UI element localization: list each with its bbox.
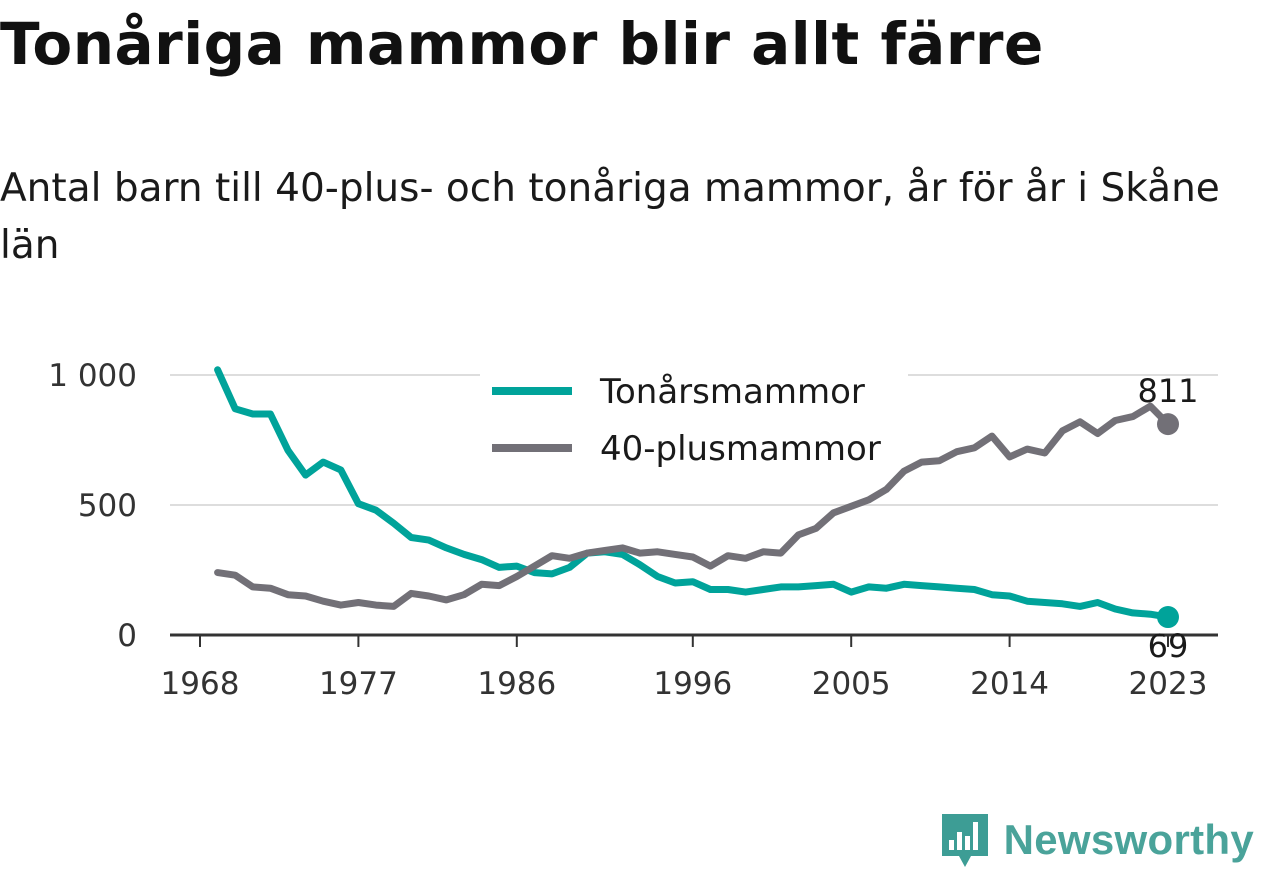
y-tick-label: 1 000 bbox=[48, 358, 137, 394]
end-label-2: 811 bbox=[1137, 372, 1198, 410]
legend: Tonårsmammor 40-plusmammor bbox=[492, 372, 881, 469]
x-tick-label: 1996 bbox=[653, 666, 732, 702]
legend-label-1: Tonårsmammor bbox=[599, 372, 865, 412]
series-lines bbox=[214, 366, 1172, 621]
x-tick-label: 2005 bbox=[812, 666, 891, 702]
chart-title: Tonåriga mammor blir allt färre bbox=[0, 10, 1044, 78]
x-axis: 1968 1977 1986 1996 2005 2014 2023 bbox=[161, 633, 1218, 702]
series-line-2 bbox=[214, 402, 1172, 610]
legend-label-2: 40-plusmammor bbox=[600, 429, 881, 469]
brand-name: Newsworthy bbox=[1003, 816, 1254, 863]
y-tick-label: 500 bbox=[78, 488, 137, 524]
end-point-2 bbox=[1157, 413, 1179, 436]
end-points: 69 811 bbox=[1137, 372, 1198, 665]
end-label-1: 69 bbox=[1148, 627, 1189, 665]
x-tick-label: 1977 bbox=[319, 666, 398, 702]
x-tick-label: 1968 bbox=[161, 666, 240, 702]
brand-logo: Newsworthy bbox=[940, 809, 1254, 871]
chart-subtitle: Antal barn till 40-plus- och tonåriga ma… bbox=[0, 166, 1220, 268]
x-tick-label: 2023 bbox=[1129, 666, 1208, 702]
y-tick-label: 0 bbox=[117, 618, 137, 654]
x-tick-label: 2014 bbox=[970, 666, 1049, 702]
legend-box bbox=[480, 365, 908, 475]
legend-background bbox=[480, 365, 908, 475]
y-axis: 0 500 1 000 bbox=[48, 358, 137, 654]
end-point-1 bbox=[1157, 606, 1179, 629]
bar-chart-logo-icon bbox=[941, 814, 988, 867]
x-tick-label: 1986 bbox=[477, 666, 556, 702]
series-line-1 bbox=[214, 366, 1172, 621]
